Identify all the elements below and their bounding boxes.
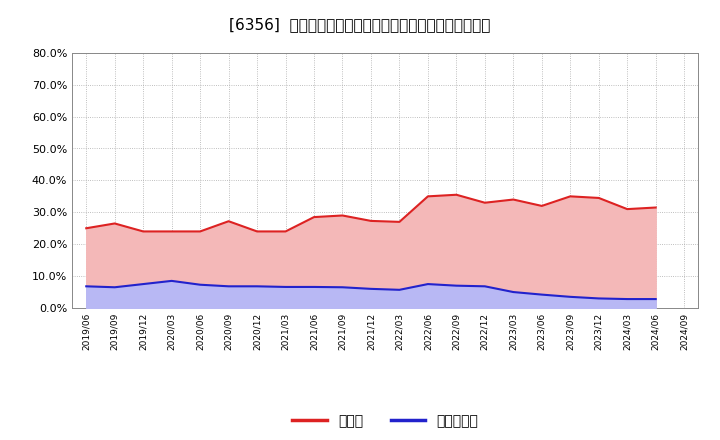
Legend: 現預金, 有利子負債: 現預金, 有利子負債 <box>287 409 484 434</box>
Text: [6356]  現預金、有利子負債の総資産に対する比率の推移: [6356] 現預金、有利子負債の総資産に対する比率の推移 <box>229 18 491 33</box>
